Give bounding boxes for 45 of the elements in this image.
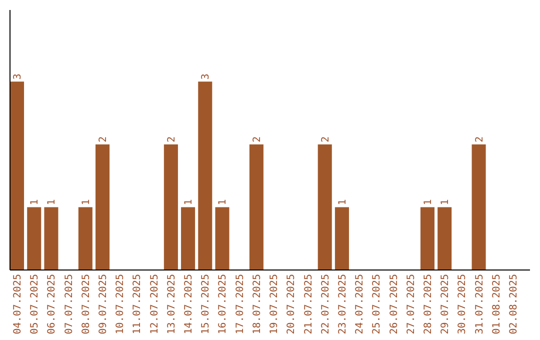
x-tick-label: 27.07.2025 bbox=[406, 274, 417, 334]
x-tick-label: 26.07.2025 bbox=[388, 274, 400, 334]
x-tick-label: 21.07.2025 bbox=[303, 274, 314, 334]
data-label: 3 bbox=[12, 74, 24, 80]
x-tick-label: 07.07.2025 bbox=[64, 274, 75, 334]
data-label: 1 bbox=[337, 199, 348, 206]
data-label: 1 bbox=[46, 199, 58, 206]
x-tick-label: 09.07.2025 bbox=[98, 274, 110, 334]
x-tick-label: 15.07.2025 bbox=[200, 274, 212, 334]
data-label: 1 bbox=[422, 199, 434, 206]
x-tick-label: 14.07.2025 bbox=[184, 274, 195, 334]
x-tick-label: 18.07.2025 bbox=[252, 274, 263, 334]
x-tick-label: 02.08.2025 bbox=[508, 274, 520, 334]
data-label: 2 bbox=[474, 136, 486, 142]
x-tick-label: 11.07.2025 bbox=[132, 274, 144, 334]
x-tick-label: 24.07.2025 bbox=[354, 274, 366, 334]
data-label: 1 bbox=[30, 199, 41, 206]
x-tick-label: 29.07.2025 bbox=[440, 274, 452, 334]
data-label: 2 bbox=[252, 136, 263, 142]
x-tick-label: 16.07.2025 bbox=[218, 274, 229, 334]
data-label: 1 bbox=[218, 199, 229, 206]
data-label: 2 bbox=[166, 136, 178, 142]
x-tick-label: 12.07.2025 bbox=[149, 274, 160, 334]
data-label: 2 bbox=[320, 136, 332, 142]
x-tick-label: 06.07.2025 bbox=[46, 274, 58, 334]
x-tick-label: 28.07.2025 bbox=[422, 274, 434, 334]
x-tick-label: 23.07.2025 bbox=[337, 274, 348, 334]
x-tick-label: 17.07.2025 bbox=[234, 274, 246, 334]
x-tick-label: 25.07.2025 bbox=[372, 274, 383, 334]
x-tick-label: 13.07.2025 bbox=[166, 274, 178, 334]
data-label: 1 bbox=[184, 199, 195, 206]
x-tick-label: 19.07.2025 bbox=[269, 274, 280, 334]
x-tick-label: 10.07.2025 bbox=[115, 274, 126, 334]
data-label: 1 bbox=[440, 199, 452, 206]
x-tick-label: 22.07.2025 bbox=[320, 274, 332, 334]
x-tick-label: 08.07.2025 bbox=[80, 274, 92, 334]
data-label: 1 bbox=[80, 199, 92, 206]
x-tick-label: 05.07.2025 bbox=[30, 274, 41, 334]
data-label: 2 bbox=[98, 136, 110, 142]
x-tick-label: 01.08.2025 bbox=[491, 274, 502, 334]
x-tick-label: 04.07.2025 bbox=[12, 274, 24, 334]
data-label: 3 bbox=[200, 74, 212, 80]
x-tick-label: 31.07.2025 bbox=[474, 274, 486, 334]
x-tick-label: 30.07.2025 bbox=[457, 274, 468, 334]
x-tick-label: 20.07.2025 bbox=[286, 274, 298, 334]
